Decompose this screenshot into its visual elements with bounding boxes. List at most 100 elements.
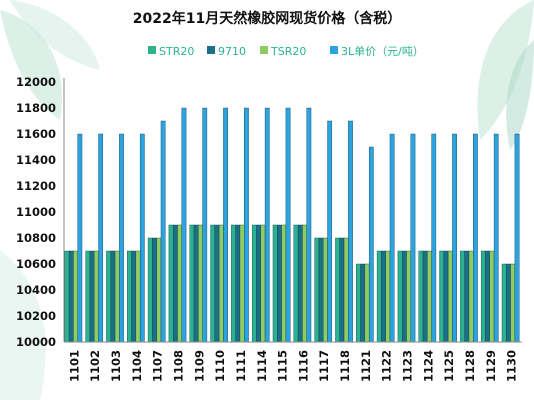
x-tick-label-1110: 1110	[213, 350, 227, 382]
bar-1125-series-1	[443, 250, 449, 343]
x-tick-label-1101: 1101	[67, 350, 81, 382]
bar-1114-series-2	[260, 224, 266, 343]
x-axis: 1101 1102 1103 1104 1107 1108 1109 1110 1111 1114…	[64, 341, 522, 382]
bar-1125-series-3	[452, 133, 457, 343]
bar-1109-series-0	[189, 224, 195, 343]
bar-1101-series-2	[73, 250, 78, 343]
bar-1123-series-1	[402, 250, 407, 343]
legend-swatch-1	[207, 46, 215, 54]
x-tick-label-1121: 1121	[359, 350, 373, 382]
chart-legend: STR20 9710 TSR20 3L单价（元/吨）	[148, 45, 424, 58]
bar-1124-series-1	[422, 250, 428, 343]
bar-1122-series-0	[376, 250, 382, 343]
x-tick-label-1118: 1118	[338, 350, 352, 382]
y-tick-label-8: 11600	[16, 127, 56, 141]
bar-1122-series-2	[385, 250, 391, 343]
bar-1130-series-3	[514, 133, 520, 343]
bar-1117-series-2	[323, 237, 328, 343]
bar-1103-series-1	[110, 250, 116, 343]
bar-1128-series-2	[468, 250, 474, 343]
bar-1128-series-1	[464, 250, 470, 343]
legend-swatch-2	[260, 46, 268, 54]
bar-1129-series-3	[493, 133, 499, 343]
bar-1108-series-1	[172, 224, 178, 343]
bar-1118-series-2	[343, 237, 349, 343]
bar-1101-series-3	[77, 133, 83, 343]
bar-1107-series-2	[156, 237, 162, 343]
y-tick-label-9: 11800	[16, 101, 56, 115]
bar-1102-series-0	[85, 250, 91, 343]
bar-1110-series-3	[223, 107, 228, 343]
x-tick-label-1122: 1122	[380, 350, 394, 382]
bar-1110-series-0	[210, 224, 216, 343]
bar-1111-series-0	[231, 224, 236, 343]
legend-label-1: 9710	[218, 45, 246, 58]
bar-1104-series-3	[139, 133, 145, 343]
bar-1123-series-3	[410, 133, 416, 343]
y-tick-label-3: 10600	[16, 257, 56, 271]
bar-1121-series-3	[368, 146, 374, 343]
bar-1128-series-0	[460, 250, 465, 343]
bar-1114-series-0	[251, 224, 257, 343]
bar-1108-series-3	[181, 107, 187, 343]
bar-1109-series-3	[202, 107, 208, 343]
bar-1109-series-2	[198, 224, 203, 343]
bar-1104-series-0	[127, 250, 132, 343]
bar-1101-series-1	[68, 250, 74, 343]
bar-1111-series-1	[235, 224, 241, 343]
bar-1129-series-1	[485, 250, 490, 343]
bar-1121-series-0	[356, 263, 361, 343]
x-tick-label-1117: 1117	[317, 350, 331, 382]
bar-1122-series-1	[381, 250, 386, 343]
bar-1125-series-2	[447, 250, 453, 343]
bar-1107-series-3	[160, 120, 166, 343]
x-tick-label-1114: 1114	[255, 350, 269, 382]
bar-1115-series-2	[281, 224, 287, 343]
bar-1103-series-2	[114, 250, 120, 343]
bar-1129-series-2	[489, 250, 495, 343]
bar-1107-series-0	[147, 237, 153, 343]
bar-1101-series-0	[64, 250, 70, 343]
bar-1117-series-3	[327, 120, 333, 343]
bar-1117-series-1	[318, 237, 324, 343]
bar-1107-series-1	[152, 237, 157, 343]
bar-1122-series-3	[389, 133, 395, 343]
bar-1111-series-3	[244, 107, 249, 343]
bar-1102-series-3	[98, 133, 104, 343]
bar-1103-series-3	[119, 133, 124, 343]
bar-1130-series-1	[506, 263, 511, 343]
x-tick-label-1116: 1116	[296, 350, 310, 382]
bar-1116-series-3	[306, 107, 312, 343]
y-tick-label-4: 10800	[16, 231, 56, 245]
bar-1109-series-1	[193, 224, 199, 343]
bar-1111-series-2	[239, 224, 245, 343]
x-tick-label-1111: 1111	[234, 350, 248, 382]
bar-1130-series-2	[510, 263, 516, 343]
bar-1118-series-1	[339, 237, 345, 343]
bar-1115-series-0	[272, 224, 278, 343]
y-tick-label-6: 11200	[16, 179, 56, 193]
bar-1123-series-0	[397, 250, 403, 343]
bar-1116-series-2	[302, 224, 307, 343]
bar-1124-series-2	[427, 250, 432, 343]
x-tick-label-1107: 1107	[151, 350, 165, 382]
bar-1121-series-1	[360, 263, 366, 343]
y-tick-label-5: 11000	[16, 205, 56, 219]
bar-1110-series-1	[214, 224, 220, 343]
x-tick-label-1128: 1128	[463, 350, 477, 382]
bar-1104-series-2	[135, 250, 141, 343]
bar-1124-series-3	[431, 133, 437, 343]
x-tick-label-1123: 1123	[401, 350, 415, 382]
x-tick-label-1130: 1130	[505, 350, 519, 382]
y-tick-label-10: 12000	[16, 75, 56, 89]
x-tick-label-1115: 1115	[276, 350, 290, 382]
bar-1103-series-0	[106, 250, 111, 343]
bar-1108-series-2	[177, 224, 183, 343]
x-tick-label-1129: 1129	[484, 350, 498, 382]
bar-1118-series-0	[335, 237, 340, 343]
x-tick-label-1124: 1124	[421, 350, 435, 382]
bar-1116-series-0	[293, 224, 299, 343]
bar-1128-series-3	[473, 133, 478, 343]
